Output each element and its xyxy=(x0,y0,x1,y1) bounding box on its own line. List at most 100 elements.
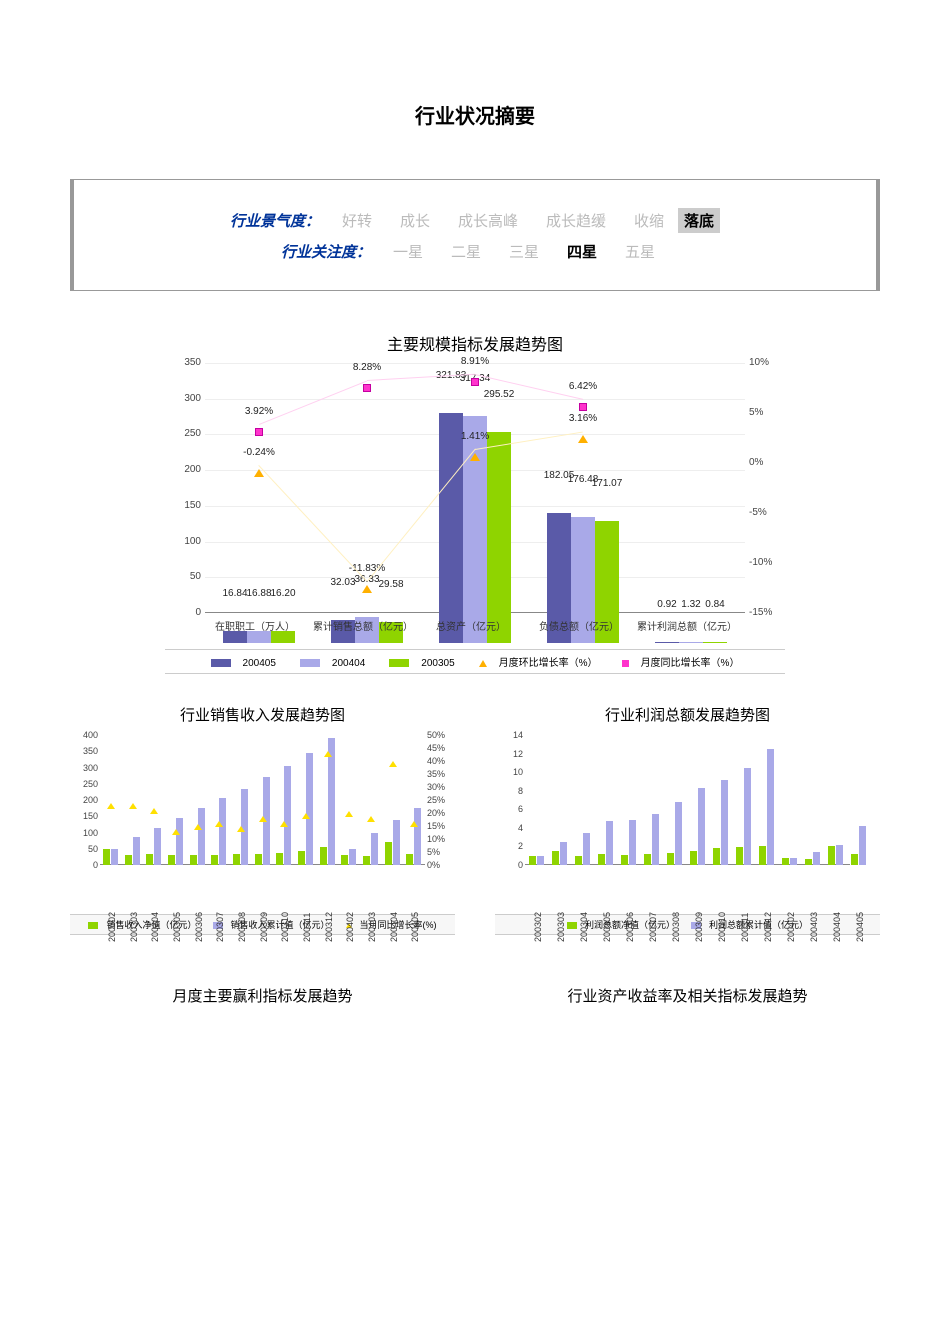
schart-bar-green xyxy=(211,855,218,865)
schart-bar-green xyxy=(621,855,628,865)
schart-bar-green xyxy=(759,846,766,865)
chart1-value-label: 0.84 xyxy=(705,599,724,610)
schart-bar-purple xyxy=(219,798,226,865)
chart1-marker-square xyxy=(255,428,263,436)
schart-ytick-left: 150 xyxy=(70,811,98,821)
schart-category-label: 200402 xyxy=(345,900,355,942)
chart1-marker-square xyxy=(363,384,371,392)
schart-category-label: 200305 xyxy=(172,900,182,942)
chart1-pct-label: 8.91% xyxy=(461,356,489,367)
chart1-plot: 050100150200250300350-15%-10%-5%0%5%10%1… xyxy=(165,363,785,643)
chart1-value-label: 171.07 xyxy=(592,478,623,489)
chart2-container: 行业销售收入发展趋势图 0501001502002503003504000%5%… xyxy=(70,704,455,935)
chart1-ytick-left: 50 xyxy=(165,571,201,582)
chart1-value-label: 32.03 xyxy=(330,577,355,588)
status-option: 三星 xyxy=(495,241,553,262)
schart-bar-green xyxy=(320,847,327,865)
schart-category-label: 200310 xyxy=(717,900,727,942)
schart-ytick-left: 12 xyxy=(495,749,523,759)
schart-category-label: 200311 xyxy=(740,900,750,942)
schart-bar-green xyxy=(851,854,858,865)
schart-bar-green xyxy=(276,853,283,865)
status-option: 落底 xyxy=(678,208,720,233)
schart-bar-purple xyxy=(284,766,291,865)
schart-bar-green xyxy=(298,851,305,865)
chart1-bar xyxy=(271,631,295,643)
schart-bar-green xyxy=(363,856,370,865)
schart-bar-purple xyxy=(198,808,205,865)
status-option: 收缩 xyxy=(620,210,678,231)
schart-bar-purple xyxy=(176,818,183,865)
schart-category-label: 200404 xyxy=(832,900,842,942)
schart-category-label: 200305 xyxy=(602,900,612,942)
chart1-value-label: 1.32 xyxy=(681,599,700,610)
schart-bar-purple xyxy=(744,768,751,866)
schart-category-label: 200306 xyxy=(194,900,204,942)
chart2-title: 行业销售收入发展趋势图 xyxy=(70,704,455,725)
chart1-legend-item: 月度环比增长率（%） xyxy=(473,658,604,669)
chart1-title: 主要规模指标发展趋势图 xyxy=(165,331,785,355)
chart1-bar xyxy=(463,416,487,643)
chart1-ytick-left: 200 xyxy=(165,464,201,475)
schart-bar-purple xyxy=(328,738,335,865)
chart1-category-label: 累计利润总额（亿元） xyxy=(637,618,737,633)
schart-bar-purple xyxy=(133,837,140,865)
chart1-bar xyxy=(439,413,463,643)
chart1-value-label: 295.52 xyxy=(484,389,515,400)
schart-ytick-right: 5% xyxy=(427,847,455,857)
schart-bar-green xyxy=(103,849,110,865)
status-row: 行业关注度：一星二星三星四星五星 xyxy=(104,241,846,262)
chart1-legend-item: 月度同比增长率（%） xyxy=(616,658,746,669)
chart3-title: 行业利润总额发展趋势图 xyxy=(495,704,880,725)
schart-ytick-right: 15% xyxy=(427,821,455,831)
schart-bar-green xyxy=(644,854,651,865)
schart-bar-green xyxy=(255,854,262,865)
schart-bar-green xyxy=(233,854,240,865)
schart-ytick-left: 14 xyxy=(495,730,523,740)
status-option: 五星 xyxy=(611,241,669,262)
schart-bar-green xyxy=(828,846,835,865)
chart1-ytick-left: 0 xyxy=(165,607,201,618)
schart-bar-purple xyxy=(721,780,728,865)
chart1-value-label: 29.58 xyxy=(378,579,403,590)
schart-bar-green xyxy=(575,856,582,865)
schart-category-label: 200405 xyxy=(855,900,865,942)
chart3-legend: 利润总额净值（亿元）利润总额累计值（亿元） xyxy=(495,914,880,935)
schart-ytick-right: 35% xyxy=(427,769,455,779)
schart-category-label: 200307 xyxy=(648,900,658,942)
chart1-legend-label: 月度环比增长率（%） xyxy=(499,658,598,669)
schart-category-label: 200306 xyxy=(625,900,635,942)
schart-category-label: 200309 xyxy=(694,900,704,942)
chart1-ytick-left: 250 xyxy=(165,428,201,439)
schart-bar-purple xyxy=(836,845,843,865)
schart-bar-purple xyxy=(111,849,118,865)
page-title: 行业状况摘要 xyxy=(50,100,900,129)
schart-bar-green xyxy=(598,854,605,865)
schart-bar-purple xyxy=(371,833,378,866)
schart-ytick-left: 400 xyxy=(70,730,98,740)
schart-bar-green xyxy=(529,856,536,865)
chart1-bar xyxy=(703,642,727,643)
chart1-value-label: 16.84 xyxy=(222,588,247,599)
chart2-plot: 0501001502002503003504000%5%10%15%20%25%… xyxy=(70,735,455,910)
chart1-legend-item: 200305 xyxy=(383,658,460,669)
schart-ytick-left: 0 xyxy=(70,860,98,870)
schart-bar-green xyxy=(385,842,392,865)
schart-bar-green xyxy=(406,854,413,865)
chart1-legend-label: 月度同比增长率（%） xyxy=(641,658,740,669)
chart1-value-label: 16.20 xyxy=(270,588,295,599)
schart-ytick-right: 30% xyxy=(427,782,455,792)
schart-category-label: 200304 xyxy=(150,900,160,942)
schart-bar-purple xyxy=(393,820,400,866)
status-option: 二星 xyxy=(437,241,495,262)
chart1-category-label: 累计销售总额（亿元） xyxy=(313,618,413,633)
chart1-value-label: 0.92 xyxy=(657,599,676,610)
schart-bar-green xyxy=(667,853,674,865)
schart-bar-purple xyxy=(306,753,313,865)
schart-bar-green xyxy=(168,855,175,865)
chart2-legend-item: 销售收入净值（亿元） xyxy=(84,920,200,930)
chart1-ytick-right: -5% xyxy=(749,507,785,518)
bottom-chart-titles: 月度主要赢利指标发展趋势 行业资产收益率及相关指标发展趋势 xyxy=(70,985,880,1006)
status-row: 行业景气度：好转成长成长高峰成长趋缓收缩落底 xyxy=(104,208,846,233)
chart1-bar xyxy=(679,642,703,643)
